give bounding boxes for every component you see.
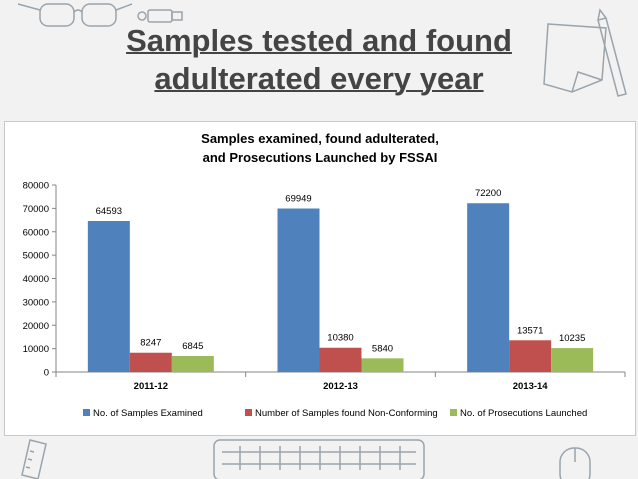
y-tick-label: 0 — [44, 368, 49, 379]
slide-title-line-2: adulterated every year — [154, 61, 484, 96]
chart-panel: Samples examined, found adulterated, and … — [4, 121, 636, 436]
data-label: 69949 — [285, 193, 311, 204]
y-tick-label: 50000 — [23, 251, 49, 262]
legend-label: No. of Prosecutions Launched — [460, 408, 587, 419]
legend-swatch — [245, 409, 252, 416]
data-label: 10235 — [559, 333, 585, 344]
y-tick-label: 20000 — [23, 321, 49, 332]
legend-swatch — [450, 409, 457, 416]
y-tick-label: 30000 — [23, 297, 49, 308]
data-label: 13571 — [517, 325, 543, 336]
bar — [361, 358, 404, 372]
x-tick-label: 2011-12 — [134, 381, 168, 392]
bar-chart: Samples examined, found adulterated, and … — [23, 131, 626, 419]
usb-stick-doodle-icon — [137, 9, 183, 23]
legend-swatch — [83, 409, 90, 416]
mouse-doodle-icon — [559, 447, 591, 479]
bar — [509, 340, 552, 372]
data-label: 10380 — [327, 333, 353, 344]
bar — [467, 203, 510, 372]
legend-label: No. of Samples Examined — [93, 408, 203, 419]
sticky-note-doodle-icon — [543, 23, 607, 93]
legend-label: Number of Samples found Non-Conforming — [255, 408, 438, 419]
y-tick-label: 80000 — [23, 181, 49, 192]
bar — [277, 208, 320, 372]
chart-title-line-1: Samples examined, found adulterated, — [201, 131, 439, 146]
x-tick-label: 2013-14 — [513, 381, 549, 392]
y-tick-label: 60000 — [23, 227, 49, 238]
bar — [87, 221, 130, 372]
data-label: 64593 — [96, 206, 122, 217]
bar — [129, 352, 172, 372]
data-label: 8247 — [140, 338, 161, 349]
x-tick-label: 2012-13 — [323, 381, 358, 392]
y-tick-label: 40000 — [23, 274, 49, 285]
keyboard-doodle-icon — [213, 439, 425, 479]
bar — [319, 347, 362, 372]
bar — [171, 355, 214, 372]
slide-title-line-1: Samples tested and found — [126, 23, 512, 58]
data-label: 5840 — [372, 343, 393, 354]
pencil-doodle-icon — [597, 8, 627, 97]
slide-title: Samples tested and found adulterated eve… — [0, 22, 638, 98]
data-label: 6845 — [182, 341, 203, 352]
chart-title-line-2: and Prosecutions Launched by FSSAI — [203, 150, 438, 165]
ruler-doodle-icon — [21, 439, 47, 479]
glasses-doodle-icon — [17, 3, 133, 27]
y-tick-label: 70000 — [23, 204, 49, 215]
data-label: 72200 — [475, 188, 501, 199]
y-tick-label: 10000 — [23, 344, 49, 355]
bar — [551, 348, 594, 372]
